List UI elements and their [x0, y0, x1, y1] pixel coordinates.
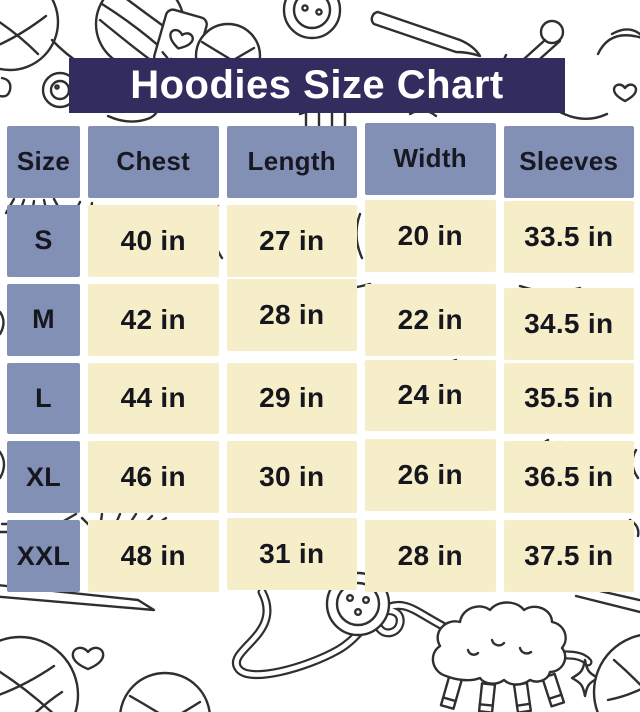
- sheep-icon: [431, 601, 567, 712]
- row-xl-sleeves: 36.5 in: [503, 441, 634, 514]
- row-m-length: 28 in: [226, 278, 357, 351]
- column-header-width: Width: [365, 123, 496, 195]
- row-xl-length: 30 in: [226, 441, 357, 514]
- row-s-width: 20 in: [365, 199, 496, 272]
- curl-doodle: [0, 76, 12, 98]
- heart-icon: [71, 646, 105, 671]
- row-l-length: 29 in: [226, 362, 357, 435]
- row-s-chest: 40 in: [88, 204, 219, 277]
- row-m-size: M: [7, 283, 80, 356]
- row-s-length: 27 in: [226, 204, 357, 277]
- row-l-size: L: [7, 362, 80, 435]
- row-m-sleeves: 34.5 in: [503, 287, 634, 360]
- button-icon: [41, 71, 79, 109]
- row-xxl-width: 28 in: [365, 520, 496, 592]
- knitting-needle-icon: [370, 10, 482, 58]
- column-header-size: Size: [7, 126, 80, 198]
- row-xxl-length: 31 in: [226, 518, 357, 590]
- row-m-chest: 42 in: [88, 283, 219, 356]
- button-icon: [282, 0, 342, 40]
- column-header-length: Length: [226, 126, 357, 198]
- row-xxl-size: XXL: [7, 520, 80, 592]
- yarn-ball-icon: [119, 671, 211, 712]
- yarn-ball-icon: [592, 634, 640, 712]
- row-xl-size: XL: [7, 441, 80, 514]
- row-m-width: 22 in: [365, 283, 496, 356]
- sparkle-icon: [570, 658, 600, 698]
- row-s-sleeves: 33.5 in: [503, 200, 634, 273]
- row-l-chest: 44 in: [88, 362, 219, 435]
- row-xxl-chest: 48 in: [88, 520, 219, 592]
- row-l-width: 24 in: [365, 359, 496, 432]
- page-title: Hoodies Size Chart: [69, 58, 565, 113]
- row-xl-width: 26 in: [365, 439, 496, 512]
- sweater-curve-doodle: [596, 28, 640, 56]
- row-l-sleeves: 35.5 in: [503, 362, 634, 435]
- column-header-sleeves: Sleeves: [503, 126, 634, 198]
- row-xl-chest: 46 in: [88, 441, 219, 514]
- size-chart-table: Size Chest Length Width Sleeves S 40 in …: [7, 123, 634, 592]
- column-header-chest: Chest: [88, 126, 219, 198]
- row-xxl-sleeves: 37.5 in: [503, 520, 634, 592]
- yarn-ball-icon: [0, 635, 80, 712]
- row-s-size: S: [7, 204, 80, 277]
- heart-icon: [612, 83, 638, 103]
